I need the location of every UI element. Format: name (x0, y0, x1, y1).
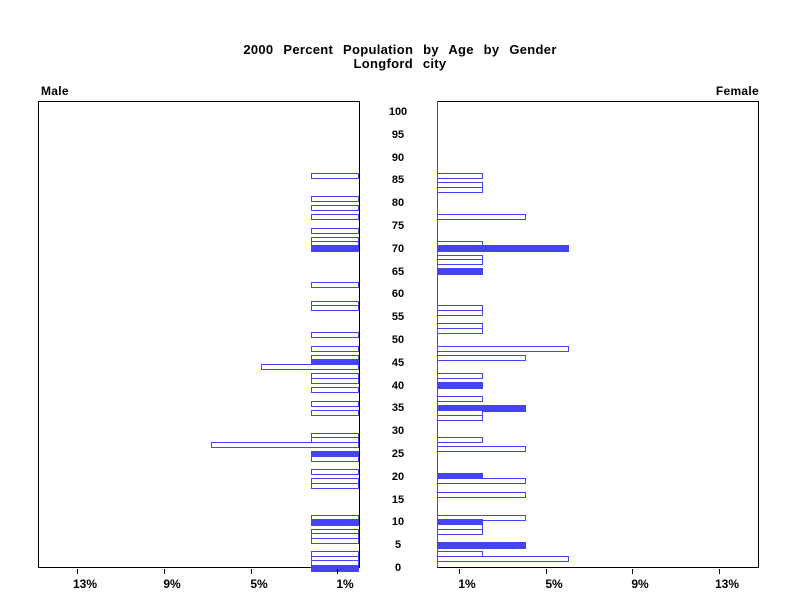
age-tick-label-60: 60 (391, 288, 405, 301)
male-bar-age-27 (211, 442, 359, 448)
age-tick-label-85: 85 (391, 174, 405, 187)
male-axis-label: Male (41, 84, 69, 98)
female-bar-age-56 (437, 310, 483, 316)
age-tick-label-10: 10 (391, 516, 405, 529)
female-bar-age-37 (437, 396, 483, 402)
male-bar-age-6 (311, 538, 359, 544)
age-tick-label-90: 90 (391, 151, 405, 164)
age-tick-label-25: 25 (391, 448, 405, 460)
male-tick-13 (77, 569, 78, 574)
age-tick-label-5: 5 (394, 539, 402, 552)
male-tick-label-13: 13% (72, 577, 98, 591)
female-tick-9 (632, 569, 633, 574)
male-bar-age-36 (311, 401, 359, 407)
male-bar-age-70 (311, 245, 359, 252)
age-tick-label-0: 0 (394, 562, 402, 574)
female-bar-age-46 (437, 355, 526, 361)
female-bar-age-83 (437, 187, 483, 193)
male-bar-age-51 (311, 332, 359, 338)
male-tick-9 (164, 569, 165, 574)
female-axis-label: Female (715, 84, 759, 98)
female-tick-1 (459, 569, 460, 574)
female-tick-label-9: 9% (631, 577, 649, 591)
female-bar-age-19 (437, 478, 526, 484)
female-bar-age-77 (437, 214, 526, 220)
chart-subtitle: Longford city (353, 56, 447, 71)
female-bar-age-26 (437, 446, 526, 452)
male-bar-age-21 (311, 469, 359, 475)
age-tick-label-95: 95 (391, 128, 405, 141)
male-bar-age-57 (311, 305, 359, 311)
male-bar-age-24 (311, 456, 359, 462)
male-bar-age-44 (261, 364, 359, 370)
female-bar-age-70 (437, 245, 569, 252)
female-tick-5 (546, 569, 547, 574)
female-bar-age-65 (437, 268, 483, 275)
male-tick-label-9: 9% (163, 577, 181, 591)
male-bar-age-48 (311, 346, 359, 352)
female-tick-label-1: 1% (458, 577, 476, 591)
female-bar-age-28 (437, 437, 483, 443)
male-bar-age-10 (311, 519, 359, 526)
male-bar-age-0 (311, 565, 359, 572)
age-tick-label-65: 65 (391, 265, 405, 278)
male-bar-age-74 (311, 228, 359, 234)
age-tick-label-55: 55 (391, 311, 405, 324)
female-bar-age-16 (437, 492, 526, 498)
female-bar-age-52 (437, 328, 483, 334)
age-tick-label-100: 100 (388, 106, 408, 118)
male-bar-age-81 (311, 196, 359, 202)
female-bar-age-40 (437, 382, 483, 389)
male-bar-age-77 (311, 214, 359, 220)
male-bar-age-86 (311, 173, 359, 179)
age-tick-label-50: 50 (391, 334, 405, 346)
age-tick-label-20: 20 (391, 470, 405, 483)
male-bar-age-41 (311, 378, 359, 384)
age-tick-label-70: 70 (391, 242, 405, 255)
female-bar-age-33 (437, 415, 483, 421)
male-bar-age-62 (311, 282, 359, 288)
male-tick-1 (337, 569, 338, 574)
male-tick-label-5: 5% (250, 577, 268, 591)
female-tick-label-5: 5% (545, 577, 563, 591)
age-tick-label-75: 75 (391, 220, 405, 232)
female-bar-age-86 (437, 173, 483, 179)
male-bar-age-18 (311, 483, 359, 489)
male-bar-age-79 (311, 205, 359, 211)
age-tick-label-80: 80 (391, 197, 405, 210)
female-bar-age-48 (437, 346, 569, 352)
female-bar-age-5 (437, 542, 526, 549)
female-tick-label-13: 13% (714, 577, 740, 591)
female-panel (437, 101, 759, 568)
female-tick-13 (719, 569, 720, 574)
age-tick-label-35: 35 (391, 402, 405, 415)
chart-title: 2000 Percent Population by Age by Gender (243, 42, 557, 57)
age-tick-label-40: 40 (391, 379, 405, 392)
male-tick-label-1: 1% (336, 577, 354, 591)
female-bar-age-8 (437, 529, 483, 535)
age-tick-label-15: 15 (391, 493, 405, 506)
male-tick-5 (251, 569, 252, 574)
female-bar-age-67 (437, 259, 483, 265)
male-bar-age-34 (311, 410, 359, 416)
male-bar-age-39 (311, 387, 359, 393)
age-tick-label-45: 45 (391, 356, 405, 369)
male-panel (38, 101, 360, 568)
female-bar-age-2 (437, 556, 569, 562)
female-bar-age-42 (437, 373, 483, 379)
age-tick-label-30: 30 (391, 425, 405, 438)
